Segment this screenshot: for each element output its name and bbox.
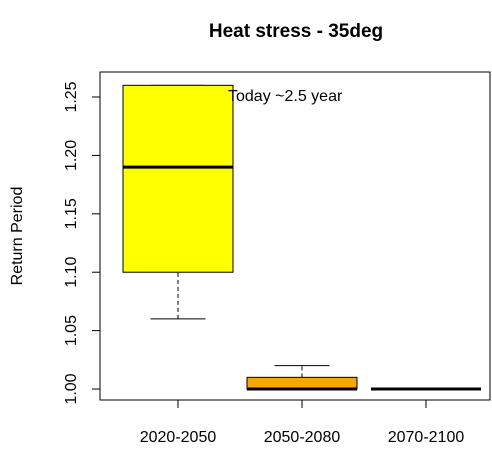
y-tick-label: 1.15 [63,198,80,229]
annotation: Today ~2.5 year [228,88,343,105]
y-tick-label: 1.25 [63,81,80,112]
box [122,84,234,273]
x-tick-label: 2050-2080 [264,429,341,446]
y-axis-label: Return Period [9,187,26,286]
chart-title: Heat stress - 35deg [209,21,383,42]
y-tick-label: 1.10 [63,257,80,288]
x-tick-label: 2020-2050 [140,429,217,446]
box [246,376,358,390]
x-tick-label: 2070-2100 [388,429,465,446]
plot-frame [99,71,491,401]
y-tick-label: 1.05 [63,315,80,346]
y-tick-label: 1.20 [63,140,80,171]
y-tick-label: 1.00 [63,373,80,404]
